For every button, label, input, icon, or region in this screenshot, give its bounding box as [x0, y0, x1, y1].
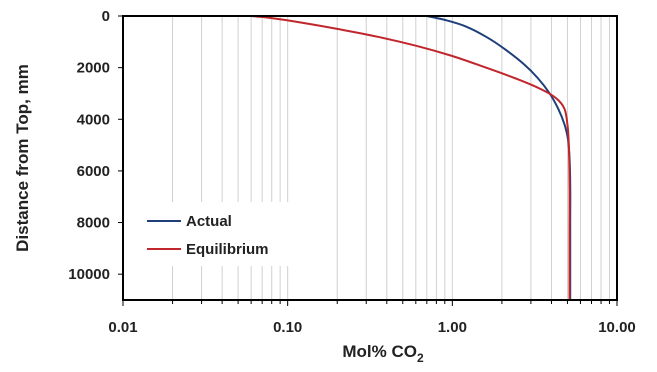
- x-tick-label: 0.10: [273, 319, 302, 336]
- legend-label-equilibrium: Equilibrium: [186, 241, 269, 258]
- grid-lines: [172, 16, 610, 300]
- x-axis-title-subscript: 2: [417, 351, 424, 365]
- x-tick-labels: 0.01 0.10 1.00 10.00: [108, 319, 635, 336]
- x-tick-label: 0.01: [108, 319, 137, 336]
- y-tick-label: 6000: [77, 163, 110, 180]
- y-tick-labels: 0 2000 4000 6000 8000 10000: [68, 8, 110, 283]
- axis-ticks: [118, 15, 618, 306]
- legend: Actual Equilibrium: [140, 202, 302, 266]
- legend-background: [140, 202, 302, 266]
- x-axis-title: Mol% CO2: [342, 342, 424, 365]
- x-tick-label: 1.00: [438, 319, 467, 336]
- plot-frame: [122, 15, 618, 301]
- y-tick-label: 2000: [77, 60, 110, 77]
- y-tick-label: 0: [102, 8, 110, 25]
- y-axis-title: Distance from Top, mm: [13, 64, 32, 252]
- y-tick-label: 8000: [77, 215, 110, 232]
- x-tick-label: 10.00: [598, 319, 636, 336]
- y-tick-label: 4000: [77, 111, 110, 128]
- series-lines: [251, 15, 572, 300]
- series-line-equilibrium: [251, 15, 571, 300]
- series-line-actual: [426, 15, 572, 300]
- y-tick-label: 10000: [68, 266, 110, 283]
- legend-label-actual: Actual: [186, 213, 232, 230]
